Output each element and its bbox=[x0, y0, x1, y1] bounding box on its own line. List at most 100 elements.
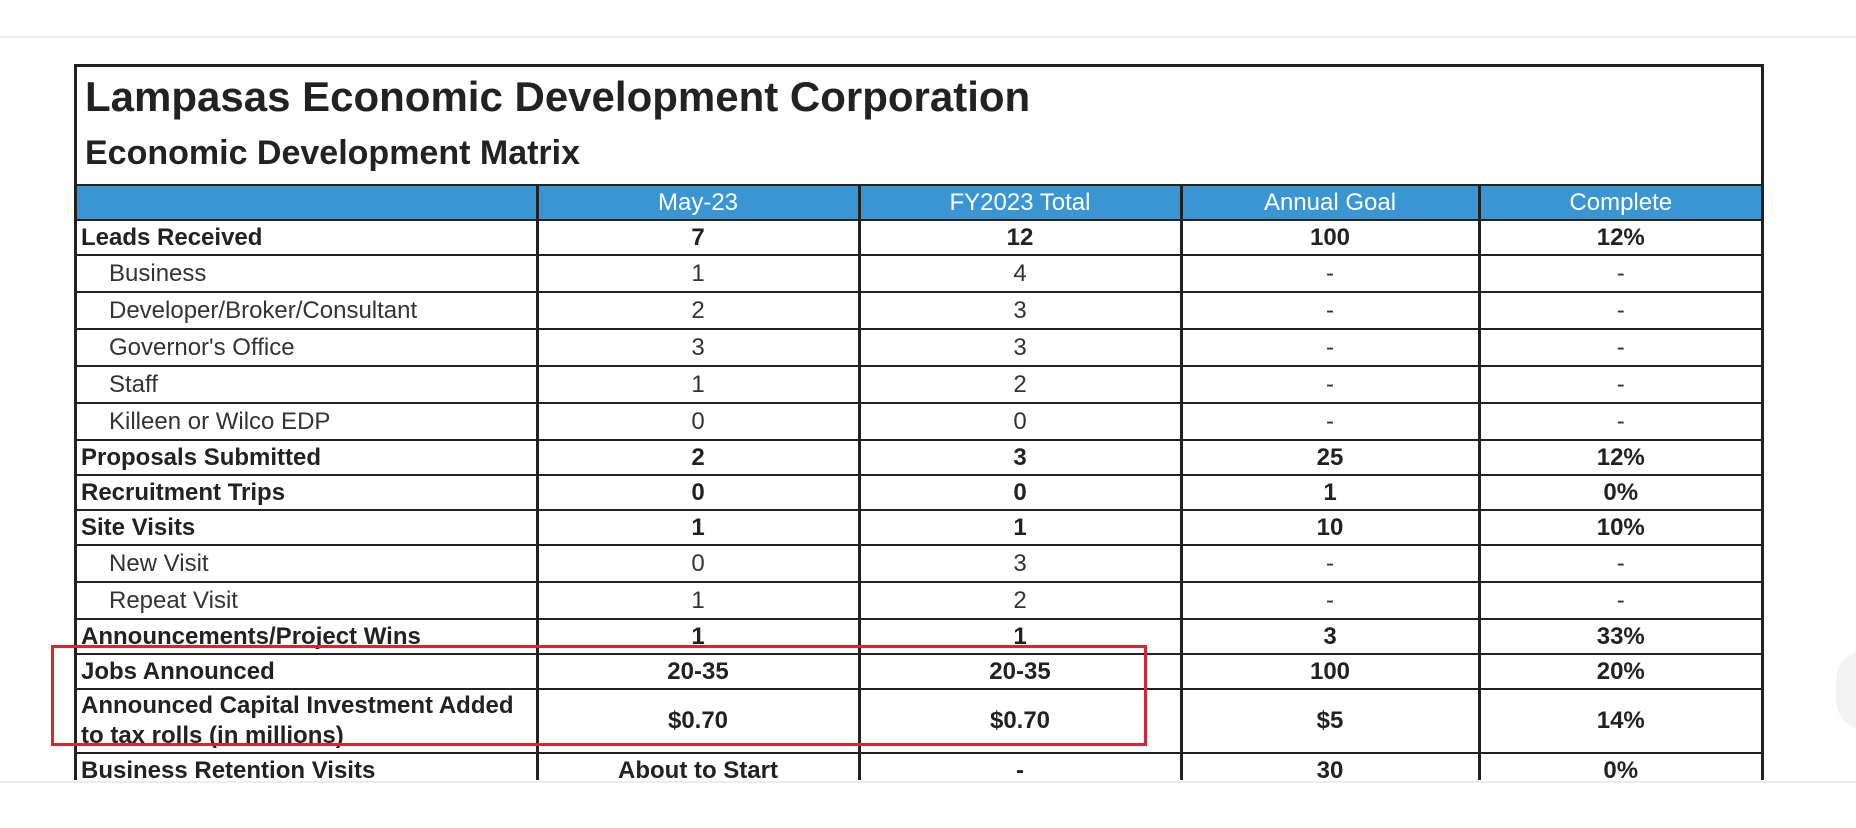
table-row: Jobs Announced 20-35 20-35 100 20% bbox=[77, 654, 1761, 690]
cell-may-23: 7 bbox=[535, 220, 859, 256]
header-row: May-23 FY2023 Total Annual Goal Complete bbox=[77, 184, 1761, 221]
cell-may-23: 1 bbox=[535, 582, 859, 620]
cell-fy2023-total: 12 bbox=[857, 220, 1181, 256]
cell-annual-goal: 10 bbox=[1179, 510, 1479, 546]
table-row: New Visit 0 3 - - bbox=[77, 545, 1761, 583]
cell-may-23: 0 bbox=[535, 403, 859, 441]
cell-annual-goal: - bbox=[1179, 292, 1479, 330]
cell-complete: - bbox=[1477, 545, 1761, 583]
cell-fy2023-total: - bbox=[857, 753, 1181, 780]
cell-complete: 14% bbox=[1477, 689, 1761, 754]
cell-complete: - bbox=[1477, 366, 1761, 404]
row-label: Leads Received bbox=[77, 220, 537, 256]
cell-complete: 12% bbox=[1477, 440, 1761, 476]
cell-annual-goal: 25 bbox=[1179, 440, 1479, 476]
cell-complete: - bbox=[1477, 403, 1761, 441]
cell-annual-goal: - bbox=[1179, 545, 1479, 583]
table-row: Repeat Visit 1 2 - - bbox=[77, 582, 1761, 620]
row-label: Developer/Broker/Consultant bbox=[77, 292, 537, 330]
cell-annual-goal: 100 bbox=[1179, 220, 1479, 256]
row-label: Business Retention Visits bbox=[77, 753, 537, 780]
cell-may-23: 1 bbox=[535, 510, 859, 546]
cell-fy2023-total: $0.70 bbox=[857, 689, 1181, 754]
cell-fy2023-total: 20-35 bbox=[857, 654, 1181, 690]
cell-fy2023-total: 3 bbox=[857, 329, 1181, 367]
row-label: Repeat Visit bbox=[77, 582, 537, 620]
cell-may-23: 0 bbox=[535, 475, 859, 511]
cell-complete: 0% bbox=[1477, 475, 1761, 511]
table-row: Leads Received 7 12 100 12% bbox=[77, 220, 1761, 256]
cell-annual-goal: - bbox=[1179, 582, 1479, 620]
cell-fy2023-total: 4 bbox=[857, 255, 1181, 293]
row-label: Governor's Office bbox=[77, 329, 537, 367]
cell-fy2023-total: 1 bbox=[857, 510, 1181, 546]
cell-complete: 33% bbox=[1477, 619, 1761, 655]
cell-annual-goal: - bbox=[1179, 403, 1479, 441]
cell-fy2023-total: 2 bbox=[857, 582, 1181, 620]
cell-complete: 12% bbox=[1477, 220, 1761, 256]
cell-annual-goal: - bbox=[1179, 255, 1479, 293]
cell-may-23: 3 bbox=[535, 329, 859, 367]
table-row: Proposals Submitted 2 3 25 12% bbox=[77, 440, 1761, 476]
scroll-handle[interactable] bbox=[1836, 650, 1856, 730]
development-matrix: Lampasas Economic Development Corporatio… bbox=[74, 64, 1764, 780]
title-block: Lampasas Economic Development Corporatio… bbox=[77, 67, 1761, 184]
cell-complete: - bbox=[1477, 255, 1761, 293]
row-label: Business bbox=[77, 255, 537, 293]
cell-may-23: 2 bbox=[535, 440, 859, 476]
cell-complete: - bbox=[1477, 329, 1761, 367]
table-row: Developer/Broker/Consultant 2 3 - - bbox=[77, 292, 1761, 330]
table-row: Staff 1 2 - - bbox=[77, 366, 1761, 404]
bottom-divider bbox=[0, 781, 1856, 783]
top-divider bbox=[0, 36, 1856, 38]
row-label: Announced Capital Investment Added to ta… bbox=[77, 689, 537, 754]
table-row: Announcements/Project Wins 1 1 3 33% bbox=[77, 619, 1761, 655]
cell-annual-goal: 1 bbox=[1179, 475, 1479, 511]
row-label: Proposals Submitted bbox=[77, 440, 537, 476]
cell-may-23: $0.70 bbox=[535, 689, 859, 754]
row-label: Site Visits bbox=[77, 510, 537, 546]
cell-annual-goal: $5 bbox=[1179, 689, 1479, 754]
cell-may-23: 1 bbox=[535, 619, 859, 655]
row-label: Staff bbox=[77, 366, 537, 404]
cell-annual-goal: - bbox=[1179, 329, 1479, 367]
matrix-title: Economic Development Matrix bbox=[85, 134, 581, 172]
cell-fy2023-total: 0 bbox=[857, 475, 1181, 511]
cell-annual-goal: - bbox=[1179, 366, 1479, 404]
cell-may-23: 20-35 bbox=[535, 654, 859, 690]
header-label-col bbox=[77, 184, 537, 221]
cell-fy2023-total: 3 bbox=[857, 440, 1181, 476]
table-row: Announced Capital Investment Added to ta… bbox=[77, 689, 1761, 754]
table-row: Business Retention Visits About to Start… bbox=[77, 753, 1761, 780]
org-title: Lampasas Economic Development Corporatio… bbox=[85, 73, 1031, 120]
cell-annual-goal: 100 bbox=[1179, 654, 1479, 690]
cell-may-23: 1 bbox=[535, 366, 859, 404]
cell-complete: - bbox=[1477, 582, 1761, 620]
row-label: Killeen or Wilco EDP bbox=[77, 403, 537, 441]
table-row: Recruitment Trips 0 0 1 0% bbox=[77, 475, 1761, 511]
cell-may-23: 1 bbox=[535, 255, 859, 293]
row-label: Announcements/Project Wins bbox=[77, 619, 537, 655]
cell-fy2023-total: 2 bbox=[857, 366, 1181, 404]
cell-fy2023-total: 3 bbox=[857, 545, 1181, 583]
cell-fy2023-total: 3 bbox=[857, 292, 1181, 330]
table-row: Killeen or Wilco EDP 0 0 - - bbox=[77, 403, 1761, 441]
cell-annual-goal: 30 bbox=[1179, 753, 1479, 780]
cell-complete: 10% bbox=[1477, 510, 1761, 546]
row-label: New Visit bbox=[77, 545, 537, 583]
cell-complete: - bbox=[1477, 292, 1761, 330]
cell-complete: 20% bbox=[1477, 654, 1761, 690]
header-may-23: May-23 bbox=[535, 184, 859, 221]
matrix-table: May-23 FY2023 Total Annual Goal Complete… bbox=[77, 184, 1761, 780]
cell-may-23: 2 bbox=[535, 292, 859, 330]
table-row: Business 1 4 - - bbox=[77, 255, 1761, 293]
cell-fy2023-total: 0 bbox=[857, 403, 1181, 441]
cell-complete: 0% bbox=[1477, 753, 1761, 780]
cell-may-23: About to Start bbox=[535, 753, 859, 780]
cell-may-23: 0 bbox=[535, 545, 859, 583]
table-row: Governor's Office 3 3 - - bbox=[77, 329, 1761, 367]
cell-annual-goal: 3 bbox=[1179, 619, 1479, 655]
header-fy2023-total: FY2023 Total bbox=[857, 184, 1181, 221]
table-row: Site Visits 1 1 10 10% bbox=[77, 510, 1761, 546]
header-annual-goal: Annual Goal bbox=[1179, 184, 1479, 221]
